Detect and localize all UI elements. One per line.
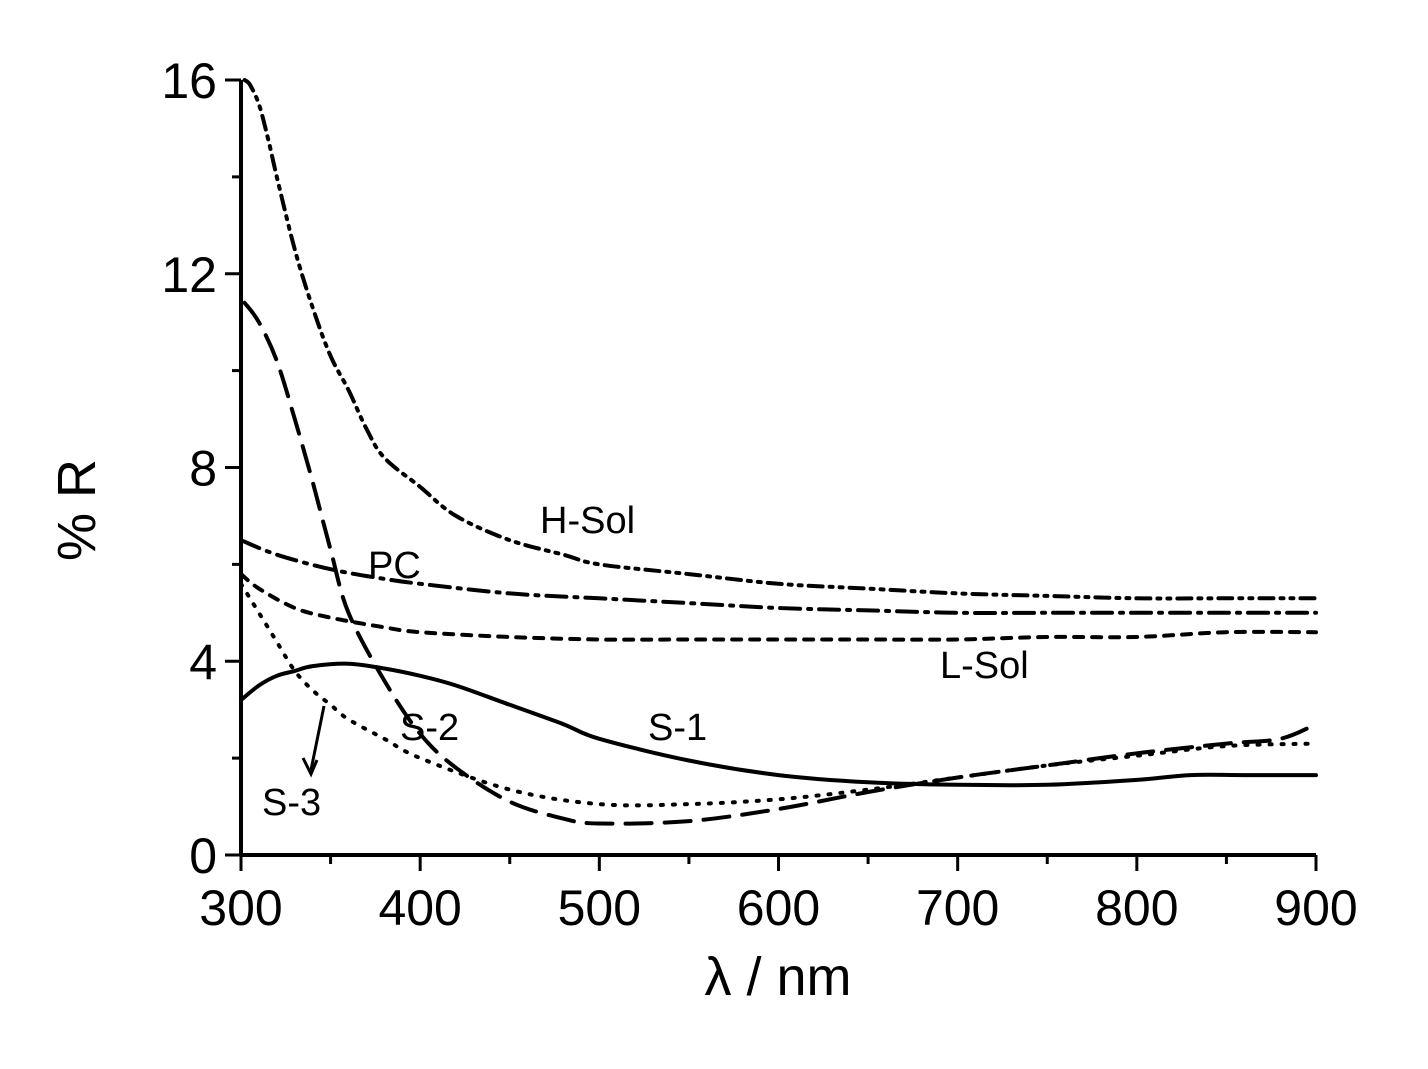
x-tick-label: 900 — [1274, 880, 1357, 936]
x-axis-title: λ / nm — [704, 947, 851, 1007]
series-label-h-sol: H-Sol — [540, 500, 635, 542]
series-label-s-2: S-2 — [400, 707, 459, 749]
series-label-pc: PC — [368, 545, 421, 587]
y-tick-label: 4 — [189, 634, 217, 690]
series-line-h-sol — [245, 80, 1316, 598]
series-labels: H-Sol PC L-Sol S-1 S-2 S-3 — [262, 500, 1029, 824]
y-axis-title: % R — [47, 459, 107, 561]
y-tick-label: 0 — [189, 828, 217, 884]
series-label-s-3: S-3 — [262, 782, 321, 824]
y-tick-label: 8 — [189, 441, 217, 497]
series-label-l-sol: L-Sol — [940, 645, 1029, 687]
s-3-pointer-arrowhead — [303, 758, 317, 774]
series-line-s-3 — [241, 584, 1316, 806]
tick-labels: 300 400 500 600 700 800 900 0 4 8 12 16 — [161, 53, 1357, 936]
x-tick-label: 400 — [378, 880, 461, 936]
x-tick-label: 300 — [199, 880, 282, 936]
x-tick-label: 600 — [737, 880, 820, 936]
y-tick-label: 16 — [161, 53, 217, 109]
series-label-s-1: S-1 — [648, 707, 707, 749]
x-tick-label: 500 — [558, 880, 641, 936]
x-tick-label: 800 — [1095, 880, 1178, 936]
x-tick-label: 700 — [916, 880, 999, 936]
y-tick-label: 12 — [161, 247, 217, 303]
